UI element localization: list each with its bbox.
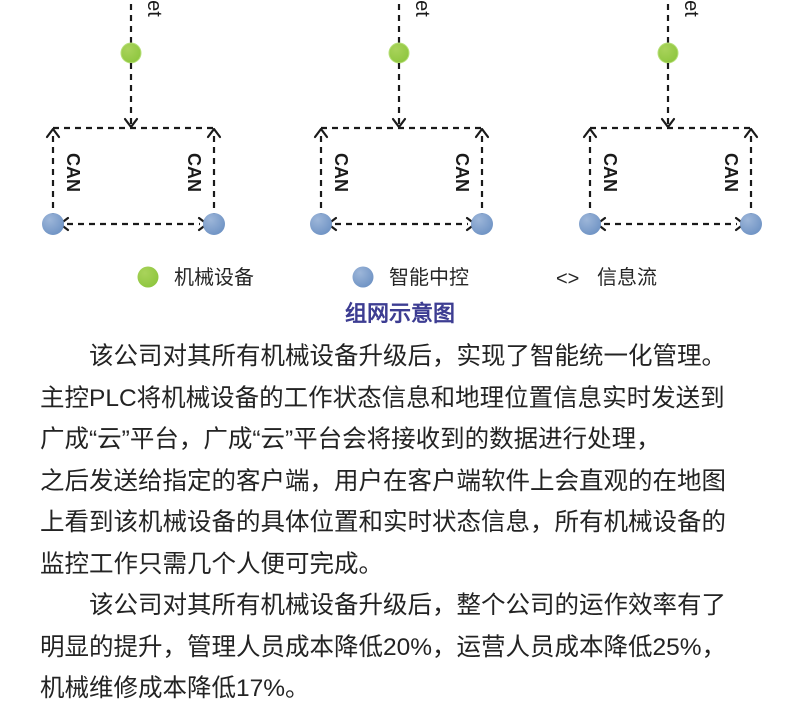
svg-text:信息流: 信息流 xyxy=(597,266,657,289)
svg-text:<>: <> xyxy=(556,268,579,290)
svg-text:机械设备: 机械设备 xyxy=(174,266,254,289)
svg-text:智能中控: 智能中控 xyxy=(389,266,469,289)
